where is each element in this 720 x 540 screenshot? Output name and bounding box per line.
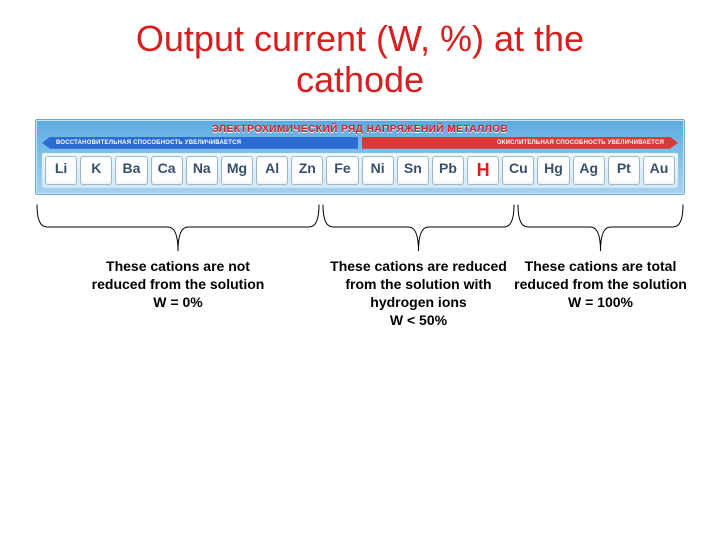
element-au: Au	[643, 156, 675, 185]
right-arrow-label: ОКИСЛИТЕЛЬНАЯ СПОСОБНОСТЬ УВЕЛИЧИВАЕТСЯ	[497, 140, 664, 146]
left-arrow-label: ВОССТАНОВИТЕЛЬНАЯ СПОСОБНОСТЬ УВЕЛИЧИВАЕ…	[56, 140, 241, 146]
caption-line: W = 100%	[501, 293, 701, 311]
element-ca: Ca	[151, 156, 183, 185]
caption-group-2: These cations are reduced from the solut…	[319, 257, 519, 330]
caption-line: These cations are total reduced from the…	[501, 257, 701, 293]
elements-row: LiKBaCaNaMgAlZnFeNiSnPbHCuHgAgPtAu	[42, 153, 678, 188]
caption-line: W = 0%	[78, 293, 278, 311]
caption-line: W < 50%	[319, 311, 519, 329]
chart-panel: ЭЛЕКТРОХИМИЧЕСКИЙ РЯД НАПРЯЖЕНИЙ МЕТАЛЛО…	[35, 119, 685, 195]
element-k: K	[80, 156, 112, 185]
caption-line: These cations are not reduced from the s…	[78, 257, 278, 293]
left-arrow: ВОССТАНОВИТЕЛЬНАЯ СПОСОБНОСТЬ УВЕЛИЧИВАЕ…	[42, 137, 358, 149]
element-fe: Fe	[326, 156, 358, 185]
element-na: Na	[186, 156, 218, 185]
caption-group-1: These cations are not reduced from the s…	[78, 257, 278, 312]
element-al: Al	[256, 156, 288, 185]
page-title: Output current (W, %) at the cathode	[0, 0, 720, 101]
element-pt: Pt	[608, 156, 640, 185]
element-sn: Sn	[397, 156, 429, 185]
brace-group-3	[516, 201, 685, 257]
caption-line: These cations are reduced from the solut…	[319, 257, 519, 312]
brace-group-2	[321, 201, 516, 257]
element-ag: Ag	[573, 156, 605, 185]
brace-group-1	[35, 201, 321, 257]
title-line-2: cathode	[0, 59, 720, 100]
element-h: H	[467, 156, 499, 185]
element-mg: Mg	[221, 156, 253, 185]
element-pb: Pb	[432, 156, 464, 185]
arrow-row: ВОССТАНОВИТЕЛЬНАЯ СПОСОБНОСТЬ УВЕЛИЧИВАЕ…	[42, 137, 678, 149]
element-hg: Hg	[537, 156, 569, 185]
caption-group-3: These cations are total reduced from the…	[501, 257, 701, 312]
chart-header: ЭЛЕКТРОХИМИЧЕСКИЙ РЯД НАПРЯЖЕНИЙ МЕТАЛЛО…	[42, 124, 678, 135]
braces-row	[35, 201, 685, 257]
element-ba: Ba	[115, 156, 147, 185]
element-cu: Cu	[502, 156, 534, 185]
electrochemical-series-chart: ЭЛЕКТРОХИМИЧЕСКИЙ РЯД НАПРЯЖЕНИЙ МЕТАЛЛО…	[35, 119, 685, 195]
title-line-1: Output current (W, %) at the	[0, 18, 720, 59]
element-zn: Zn	[291, 156, 323, 185]
captions-row: These cations are not reduced from the s…	[35, 257, 685, 377]
element-li: Li	[45, 156, 77, 185]
right-arrow: ОКИСЛИТЕЛЬНАЯ СПОСОБНОСТЬ УВЕЛИЧИВАЕТСЯ	[362, 137, 678, 149]
element-ni: Ni	[362, 156, 394, 185]
